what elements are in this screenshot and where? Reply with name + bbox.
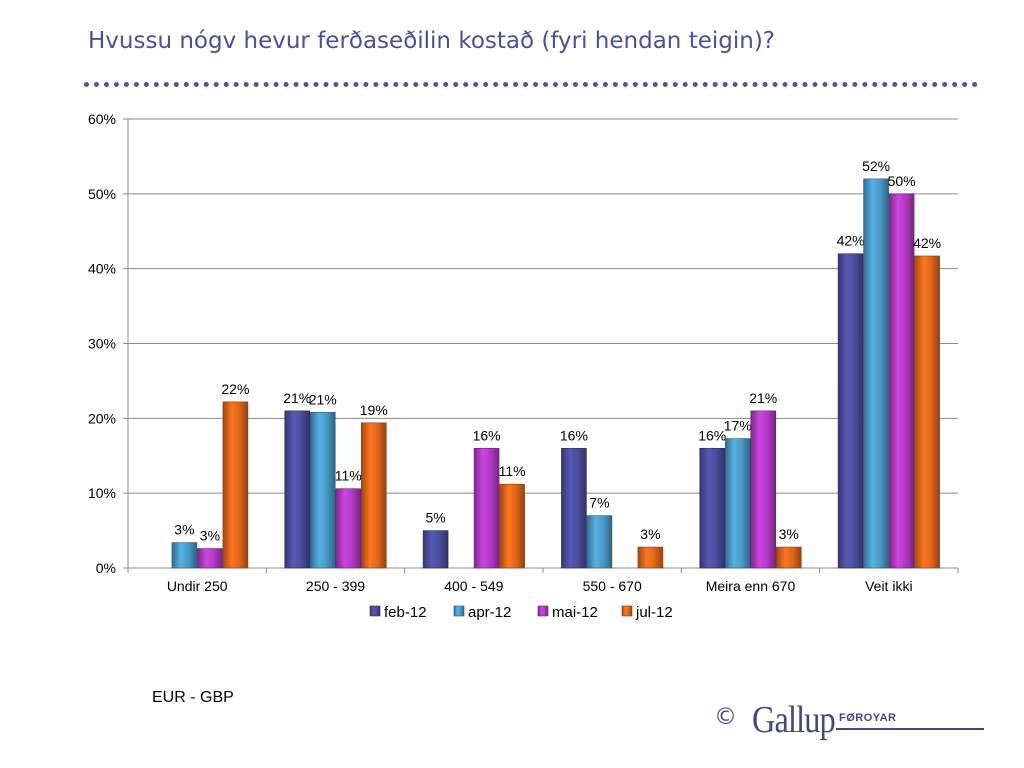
data-label: 3% (640, 526, 660, 542)
copyright-symbol: © (714, 704, 737, 730)
page-title: Hvussu nógv hevur ferðaseðilin kostað (f… (88, 28, 776, 54)
data-label: 52% (862, 158, 890, 174)
data-label: 5% (425, 510, 445, 526)
data-label: 42% (837, 233, 865, 249)
bar (586, 515, 613, 569)
y-tick-label: 30% (88, 336, 116, 352)
bar (637, 546, 664, 569)
data-label: 7% (589, 495, 609, 511)
title-divider (84, 82, 978, 87)
data-label: 21% (309, 391, 337, 407)
y-tick-label: 50% (88, 186, 116, 202)
bar (197, 548, 223, 569)
data-label: 19% (360, 402, 388, 418)
bar (360, 422, 387, 569)
data-label: 3% (174, 522, 194, 538)
x-tick-label: 250 - 399 (306, 578, 365, 594)
logo-underline (836, 728, 984, 730)
legend-swatch (453, 605, 465, 617)
bar (422, 530, 449, 569)
bar (284, 410, 311, 569)
data-label: 42% (913, 235, 941, 251)
logo-subbrand: FØROYAR (839, 712, 897, 724)
gallup-logo: © Gallup FØROYAR (714, 698, 994, 748)
x-tick-label: 550 - 670 (583, 578, 642, 594)
bar (914, 255, 940, 569)
data-label: 16% (473, 427, 501, 443)
x-tick-label: Undir 250 (167, 578, 228, 594)
legend-label: apr-12 (468, 604, 511, 621)
legend-label: mai-12 (552, 604, 598, 621)
bar (888, 193, 915, 569)
data-label: 21% (283, 390, 311, 406)
y-tick-label: 40% (88, 261, 116, 277)
logo-brand: Gallup (752, 699, 836, 741)
data-label: 22% (221, 381, 249, 397)
legend-label: feb-12 (384, 604, 427, 621)
legend-label: jul-12 (635, 604, 673, 621)
bar (222, 401, 249, 569)
bar (473, 447, 500, 569)
data-label: 11% (499, 463, 526, 479)
bar (775, 546, 802, 569)
data-label: 17% (724, 418, 752, 434)
legend-swatch (621, 605, 633, 617)
bar (724, 438, 751, 569)
currency-note: EUR - GBP (152, 689, 234, 706)
x-tick-label: Meira enn 670 (706, 578, 796, 594)
y-tick-label: 60% (88, 111, 116, 127)
x-tick-label: Veit ikki (865, 578, 912, 594)
bar (699, 447, 726, 569)
data-label: 3% (779, 526, 799, 542)
bar (499, 483, 525, 569)
data-label: 50% (888, 173, 916, 189)
y-tick-label: 0% (96, 560, 116, 576)
bar (863, 178, 889, 569)
bar (750, 410, 777, 569)
bar (171, 542, 198, 569)
bar (309, 412, 336, 569)
y-tick-label: 10% (88, 485, 116, 501)
data-label: 11% (335, 468, 362, 484)
bar (335, 488, 362, 569)
y-tick-label: 20% (88, 410, 116, 426)
data-label: 16% (698, 427, 726, 443)
bar-chart: 0% 10% 20% 30% 40% 50% 60% Undir 250 3% 3% 22% 250 … (88, 111, 959, 621)
legend-swatch (537, 605, 549, 617)
data-label: 21% (749, 390, 777, 406)
legend-swatch (369, 605, 381, 617)
bar (837, 253, 864, 569)
bar (561, 447, 587, 569)
data-label: 3% (200, 528, 220, 544)
x-tick-label: 400 - 549 (444, 578, 503, 594)
data-label: 16% (560, 427, 588, 443)
